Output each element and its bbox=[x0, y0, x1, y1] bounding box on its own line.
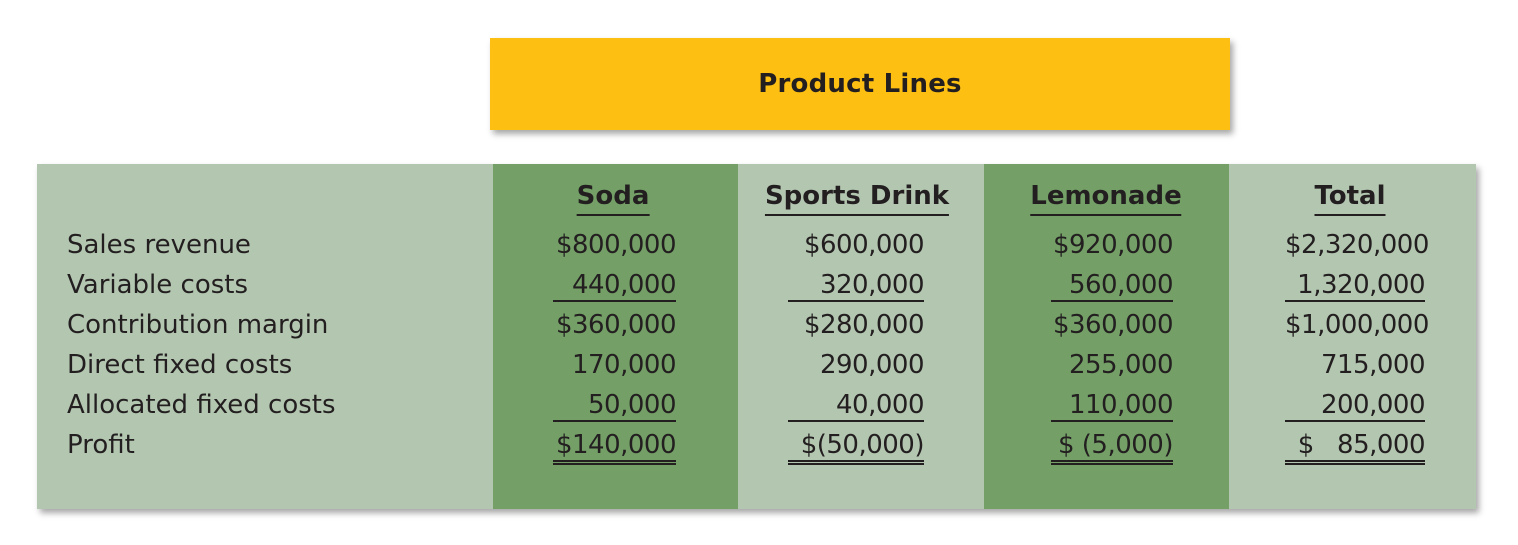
column-header-soda: Soda bbox=[576, 181, 650, 216]
lemonade-column-band bbox=[984, 164, 1229, 509]
cell-sports-profit: $(50,000) bbox=[788, 430, 925, 465]
product-lines-banner: Product Lines bbox=[490, 38, 1230, 130]
segment-income-statement-table: Soda Sports Drink Lemonade Total Sales r… bbox=[37, 164, 1476, 509]
cell-total-variable-costs: 1,320,000 bbox=[1285, 270, 1426, 302]
soda-column-band bbox=[493, 164, 738, 509]
banner-title: Product Lines bbox=[758, 69, 962, 99]
cell-soda-allocated-fixed-costs: 50,000 bbox=[553, 390, 677, 422]
cell-soda-profit: $140,000 bbox=[553, 430, 677, 465]
cell-lemonade-profit: $ (5,000) bbox=[1051, 430, 1174, 465]
row-label-sales-revenue: Sales revenue bbox=[67, 230, 251, 260]
column-header-total: Total bbox=[1314, 181, 1386, 216]
row-label-allocated-fixed-costs: Allocated fixed costs bbox=[67, 390, 336, 420]
cell-sports-variable-costs: 320,000 bbox=[788, 270, 925, 302]
cell-lemonade-variable-costs: 560,000 bbox=[1051, 270, 1174, 302]
cell-soda-contribution-margin: $360,000 bbox=[555, 310, 677, 340]
cell-soda-variable-costs: 440,000 bbox=[553, 270, 677, 302]
cell-total-allocated-fixed-costs: 200,000 bbox=[1285, 390, 1426, 422]
cell-total-direct-fixed-costs: 715,000 bbox=[1320, 350, 1426, 380]
cell-lemonade-allocated-fixed-costs: 110,000 bbox=[1051, 390, 1174, 422]
cell-soda-direct-fixed-costs: 170,000 bbox=[571, 350, 677, 380]
column-header-sports-drink: Sports Drink bbox=[764, 181, 950, 216]
row-label-contribution-margin: Contribution margin bbox=[67, 310, 329, 340]
cell-lemonade-sales-revenue: $920,000 bbox=[1052, 230, 1174, 260]
cell-total-contribution-margin: $1,000,000 bbox=[1285, 310, 1429, 340]
cell-soda-sales-revenue: $800,000 bbox=[555, 230, 677, 260]
row-label-variable-costs: Variable costs bbox=[67, 270, 249, 300]
row-label-profit: Profit bbox=[67, 430, 135, 460]
cell-sports-contribution-margin: $280,000 bbox=[803, 310, 925, 340]
cell-total-profit: $ 85,000 bbox=[1285, 430, 1426, 465]
cell-sports-sales-revenue: $600,000 bbox=[803, 230, 925, 260]
row-label-direct-fixed-costs: Direct fixed costs bbox=[67, 350, 293, 380]
cell-sports-allocated-fixed-costs: 40,000 bbox=[788, 390, 925, 422]
column-header-lemonade: Lemonade bbox=[1030, 181, 1182, 216]
cell-lemonade-direct-fixed-costs: 255,000 bbox=[1068, 350, 1174, 380]
cell-sports-direct-fixed-costs: 290,000 bbox=[819, 350, 925, 380]
cell-total-sales-revenue: $2,320,000 bbox=[1285, 230, 1429, 260]
cell-lemonade-contribution-margin: $360,000 bbox=[1052, 310, 1174, 340]
